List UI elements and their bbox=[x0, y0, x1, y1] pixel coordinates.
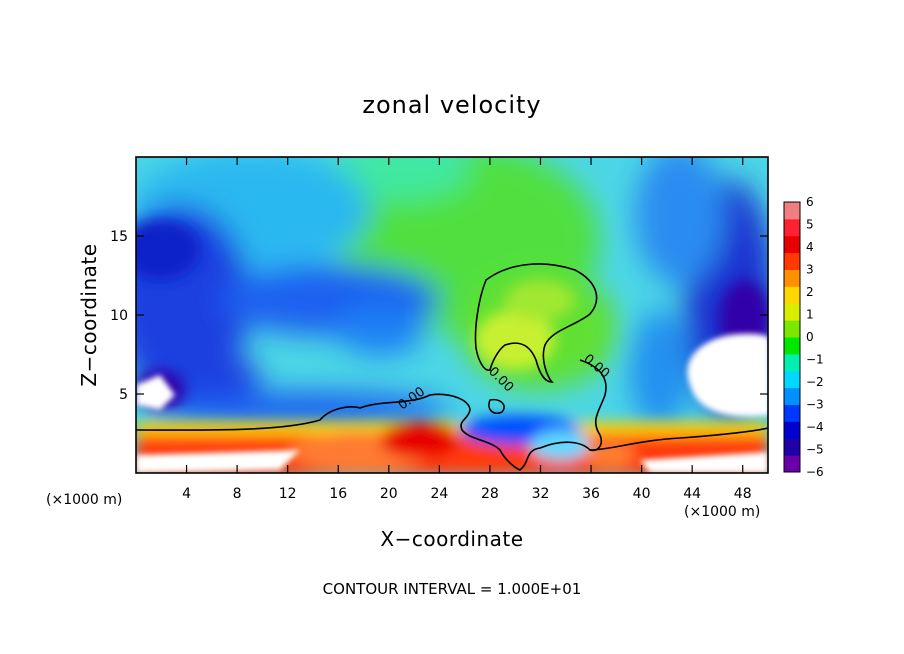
colorbar-swatch-6 bbox=[784, 353, 800, 372]
x-tick-label-9: 40 bbox=[633, 486, 651, 502]
colorbar-swatch-11 bbox=[784, 269, 800, 287]
x-tick-label-4: 20 bbox=[380, 486, 398, 502]
x-tick-label-6: 28 bbox=[481, 486, 499, 502]
x-tick-label-8: 36 bbox=[582, 486, 600, 502]
colorbar-swatch-14 bbox=[784, 218, 800, 237]
x-axis-label: X−coordinate bbox=[380, 527, 523, 551]
x-unit-left: (×1000 m) bbox=[46, 492, 122, 508]
colorbar-label-8: −2 bbox=[806, 375, 824, 389]
colorbar-label-2: 4 bbox=[806, 240, 814, 254]
colorbar-label-3: 3 bbox=[806, 263, 814, 277]
x-tick-label-0: 4 bbox=[182, 486, 191, 502]
colorbar-label-6: 0 bbox=[806, 330, 814, 344]
colorbar-swatch-9 bbox=[784, 303, 800, 321]
x-tick-label-2: 12 bbox=[279, 486, 297, 502]
y-tick-label-1: 10 bbox=[110, 308, 128, 324]
colorbar-frame bbox=[783, 201, 801, 473]
colorbar-swatch-4 bbox=[784, 387, 800, 405]
colorbar-swatches bbox=[784, 202, 800, 473]
colorbar-swatch-2 bbox=[784, 421, 800, 439]
contour-interval-note: CONTOUR INTERVAL = 1.000E+01 bbox=[323, 580, 582, 598]
colorbar-swatch-3 bbox=[784, 404, 800, 422]
colorbar-labels: 6 5 4 3 2 1 0 −1 −2 −3 −4 −5 −6 bbox=[806, 195, 824, 479]
colorbar-swatch-12 bbox=[784, 252, 800, 270]
colorbar-label-11: −5 bbox=[806, 443, 824, 457]
colorbar-label-0: 6 bbox=[806, 195, 814, 209]
colorbar-swatch-5 bbox=[784, 370, 800, 389]
colorbar-swatch-8 bbox=[784, 320, 800, 338]
y-axis-label: Z−coordinate bbox=[77, 243, 101, 386]
velocity-field bbox=[136, 157, 768, 473]
colorbar-label-12: −6 bbox=[806, 465, 824, 479]
colorbar-label-10: −4 bbox=[806, 420, 824, 434]
contour-lines bbox=[136, 263, 768, 471]
chart-title: zonal velocity bbox=[362, 91, 541, 119]
x-tick-label-7: 32 bbox=[532, 486, 550, 502]
colorbar: 6 5 4 3 2 1 0 −1 −2 −3 −4 −5 −6 bbox=[783, 195, 824, 479]
colorbar-swatch-1 bbox=[784, 438, 800, 456]
colorbar-swatch-13 bbox=[784, 235, 800, 254]
colorbar-label-4: 2 bbox=[806, 285, 814, 299]
x-tick-label-5: 24 bbox=[430, 486, 448, 502]
x-unit-right: (×1000 m) bbox=[684, 504, 760, 520]
colorbar-label-7: −1 bbox=[806, 353, 824, 367]
y-tick-label-2: 15 bbox=[110, 229, 128, 245]
colorbar-label-9: −3 bbox=[806, 398, 824, 412]
x-tick-label-10: 44 bbox=[683, 486, 701, 502]
colorbar-swatch-15 bbox=[784, 202, 800, 220]
colorbar-label-5: 1 bbox=[806, 308, 814, 322]
y-tick-label-0: 5 bbox=[119, 387, 128, 403]
colorbar-swatch-0 bbox=[784, 455, 800, 473]
y-ticks bbox=[136, 235, 768, 395]
x-tick-label-11: 48 bbox=[734, 486, 752, 502]
colorbar-label-1: 5 bbox=[806, 218, 814, 232]
y-tick-labels: 5 10 15 bbox=[110, 229, 128, 403]
x-tick-labels: 4 8 12 16 20 24 28 32 36 40 44 48 bbox=[182, 486, 752, 502]
colorbar-swatch-7 bbox=[784, 337, 800, 355]
x-tick-label-3: 16 bbox=[329, 486, 347, 502]
colorbar-swatch-10 bbox=[784, 286, 800, 304]
x-ticks bbox=[185, 157, 744, 473]
x-tick-label-1: 8 bbox=[233, 486, 242, 502]
